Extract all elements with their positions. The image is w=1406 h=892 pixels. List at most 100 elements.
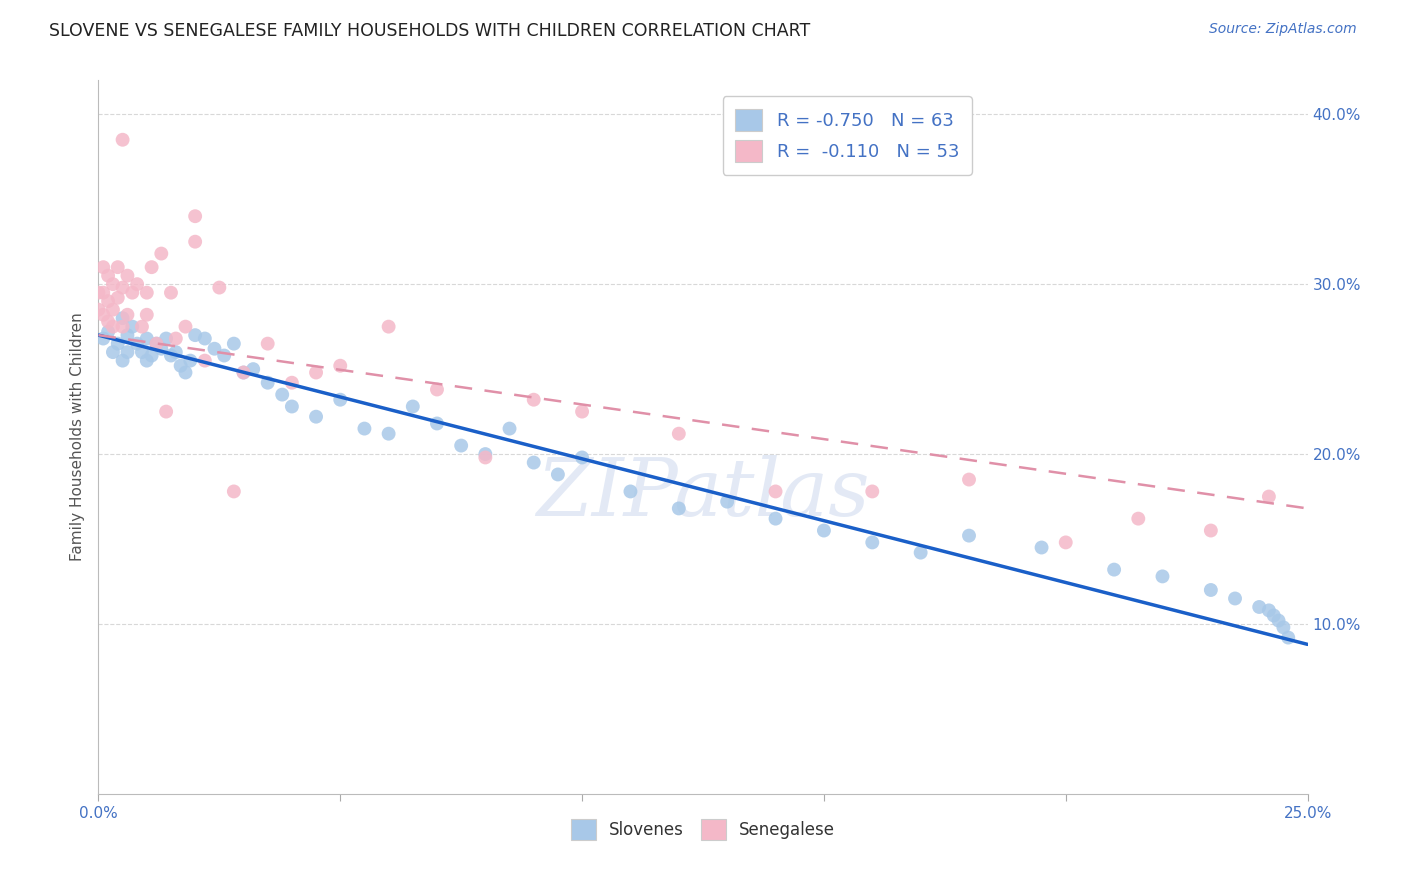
- Point: [155, 332, 177, 346]
- Point: [1267, 614, 1289, 628]
- Point: [101, 277, 124, 292]
- Point: [256, 376, 278, 390]
- Point: [97, 314, 120, 328]
- Point: [117, 268, 139, 283]
- Point: [523, 456, 546, 470]
- Point: [145, 336, 167, 351]
- Point: [91, 308, 114, 322]
- Point: [208, 280, 231, 294]
- Point: [141, 260, 163, 275]
- Point: [281, 400, 304, 414]
- Text: SLOVENE VS SENEGALESE FAMILY HOUSEHOLDS WITH CHILDREN CORRELATION CHART: SLOVENE VS SENEGALESE FAMILY HOUSEHOLDS …: [49, 22, 810, 40]
- Point: [668, 501, 690, 516]
- Point: [377, 319, 399, 334]
- Point: [1223, 591, 1246, 606]
- Point: [160, 285, 183, 300]
- Point: [1031, 541, 1053, 555]
- Point: [813, 524, 835, 538]
- Point: [329, 359, 352, 373]
- Point: [107, 291, 129, 305]
- Point: [1257, 603, 1279, 617]
- Point: [305, 366, 328, 380]
- Point: [716, 494, 738, 508]
- Point: [184, 235, 207, 249]
- Point: [212, 349, 235, 363]
- Point: [179, 353, 201, 368]
- Y-axis label: Family Households with Children: Family Households with Children: [69, 313, 84, 561]
- Point: [150, 246, 173, 260]
- Point: [1199, 524, 1222, 538]
- Point: [910, 546, 932, 560]
- Point: [97, 294, 120, 309]
- Point: [165, 332, 187, 346]
- Point: [329, 392, 352, 407]
- Point: [169, 359, 191, 373]
- Point: [547, 467, 569, 482]
- Text: ZIPatlas: ZIPatlas: [536, 456, 870, 533]
- Point: [97, 268, 120, 283]
- Point: [150, 342, 173, 356]
- Point: [426, 383, 449, 397]
- Point: [1102, 563, 1125, 577]
- Point: [765, 484, 787, 499]
- Point: [111, 133, 134, 147]
- Point: [281, 376, 304, 390]
- Point: [97, 325, 120, 339]
- Point: [474, 450, 496, 465]
- Point: [121, 319, 143, 334]
- Point: [135, 353, 157, 368]
- Point: [87, 285, 110, 300]
- Point: [204, 342, 226, 356]
- Point: [1249, 599, 1271, 614]
- Point: [474, 447, 496, 461]
- Point: [165, 345, 187, 359]
- Point: [107, 336, 129, 351]
- Point: [101, 319, 124, 334]
- Point: [957, 528, 980, 542]
- Point: [571, 404, 593, 418]
- Point: [174, 366, 197, 380]
- Point: [117, 345, 139, 359]
- Point: [91, 260, 114, 275]
- Point: [523, 392, 546, 407]
- Point: [145, 336, 167, 351]
- Point: [450, 439, 472, 453]
- Text: Source: ZipAtlas.com: Source: ZipAtlas.com: [1209, 22, 1357, 37]
- Point: [155, 404, 177, 418]
- Point: [765, 511, 787, 525]
- Point: [107, 260, 129, 275]
- Point: [860, 535, 883, 549]
- Point: [232, 366, 254, 380]
- Point: [1277, 631, 1299, 645]
- Point: [1054, 535, 1077, 549]
- Point: [402, 400, 425, 414]
- Point: [127, 336, 149, 351]
- Point: [131, 345, 153, 359]
- Point: [1128, 511, 1150, 525]
- Point: [184, 209, 207, 223]
- Point: [131, 319, 153, 334]
- Point: [184, 328, 207, 343]
- Point: [1263, 608, 1285, 623]
- Point: [957, 473, 980, 487]
- Point: [271, 387, 294, 401]
- Point: [1257, 490, 1279, 504]
- Point: [256, 336, 278, 351]
- Point: [111, 280, 134, 294]
- Point: [91, 332, 114, 346]
- Point: [1152, 569, 1174, 583]
- Point: [101, 345, 124, 359]
- Point: [87, 302, 110, 317]
- Point: [1199, 582, 1222, 597]
- Point: [194, 332, 217, 346]
- Point: [232, 366, 254, 380]
- Point: [668, 426, 690, 441]
- Point: [222, 484, 245, 499]
- Point: [174, 319, 197, 334]
- Point: [498, 421, 520, 435]
- Point: [1272, 620, 1295, 634]
- Point: [135, 308, 157, 322]
- Point: [111, 353, 134, 368]
- Point: [127, 277, 149, 292]
- Point: [377, 426, 399, 441]
